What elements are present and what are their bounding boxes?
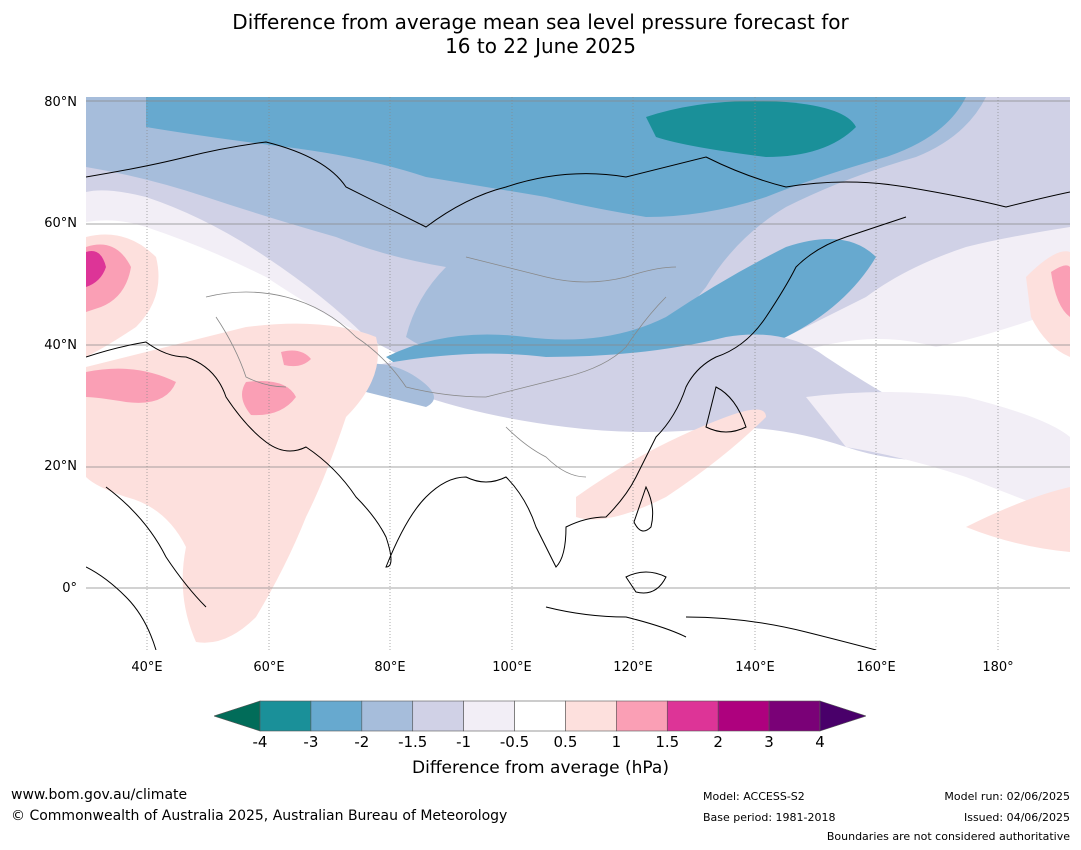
colorbar-segment — [259, 700, 312, 732]
colorbar-segment — [565, 700, 617, 732]
lon-label-40e: 40°E — [131, 660, 163, 675]
graticule — [86, 97, 1070, 650]
colorbar-segment — [768, 700, 821, 732]
lon-label-80e: 80°E — [374, 660, 406, 675]
lat-label-20n: 20°N — [44, 459, 77, 474]
colorbar-tick-label: 4 — [815, 733, 825, 751]
title-line-1: Difference from average mean sea level p… — [232, 10, 849, 34]
coastlines — [86, 141, 1070, 650]
colorbar-segment — [361, 700, 414, 732]
colorbar-tick-label: -1 — [456, 733, 472, 751]
map-title: Difference from average mean sea level p… — [0, 10, 1081, 58]
anomaly-contours — [86, 97, 1070, 517]
country-borders — [205, 256, 677, 478]
colorbar-segment — [514, 700, 566, 732]
positive-anomalies — [86, 234, 1070, 643]
model-run-text: Model run: 02/06/2025 — [944, 790, 1070, 803]
colorbar-segment — [717, 700, 770, 732]
colorbar-tick-label: 3 — [764, 733, 774, 751]
lon-label-60e: 60°E — [253, 660, 285, 675]
colorbar-segment — [412, 700, 464, 732]
colorbar-segment — [310, 700, 363, 732]
issued-text: Issued: 04/06/2025 — [963, 811, 1070, 824]
copyright-text: © Commonwealth of Australia 2025, Austra… — [11, 808, 508, 824]
colorbar-tick-label: -1.5 — [398, 733, 428, 751]
colorbar-segment — [616, 700, 668, 732]
colorbar-tick-label: 1.5 — [655, 733, 680, 751]
lon-label-100e: 100°E — [492, 660, 532, 675]
colorbar-tick-label: 1 — [611, 733, 622, 751]
lon-label-180: 180° — [982, 660, 1014, 675]
colorbar-label: Difference from average (hPa) — [412, 758, 669, 778]
colorbar-tick-label: -3 — [303, 733, 319, 751]
colorbar-tick-label: -2 — [354, 733, 370, 751]
lon-label-160e: 160°E — [856, 660, 896, 675]
model-text: Model: ACCESS-S2 — [703, 790, 805, 803]
lat-label-80n: 80°N — [44, 95, 77, 110]
boundaries-note: Boundaries are not considered authoritat… — [826, 830, 1070, 843]
colorbar-tick-label: 0.5 — [553, 733, 578, 751]
title-line-2: 16 to 22 June 2025 — [445, 34, 636, 58]
colorbar — [213, 700, 867, 732]
lat-label-0: 0° — [62, 581, 77, 596]
forecast-map — [86, 97, 1070, 650]
colorbar-tick-label: -0.5 — [499, 733, 530, 751]
lat-label-60n: 60°N — [44, 216, 77, 231]
base-period-text: Base period: 1981-2018 — [703, 811, 836, 824]
colorbar-tick-label: -4 — [252, 733, 268, 751]
colorbar-over-arrow — [819, 700, 867, 732]
website-link[interactable]: www.bom.gov.au/climate — [11, 787, 188, 803]
lon-label-120e: 120°E — [613, 660, 653, 675]
colorbar-segment — [666, 700, 719, 732]
colorbar-segment — [463, 700, 515, 732]
lon-label-140e: 140°E — [735, 660, 775, 675]
colorbar-under-arrow — [213, 700, 261, 732]
lat-label-40n: 40°N — [44, 338, 77, 353]
colorbar-tick-label: 2 — [713, 733, 723, 751]
